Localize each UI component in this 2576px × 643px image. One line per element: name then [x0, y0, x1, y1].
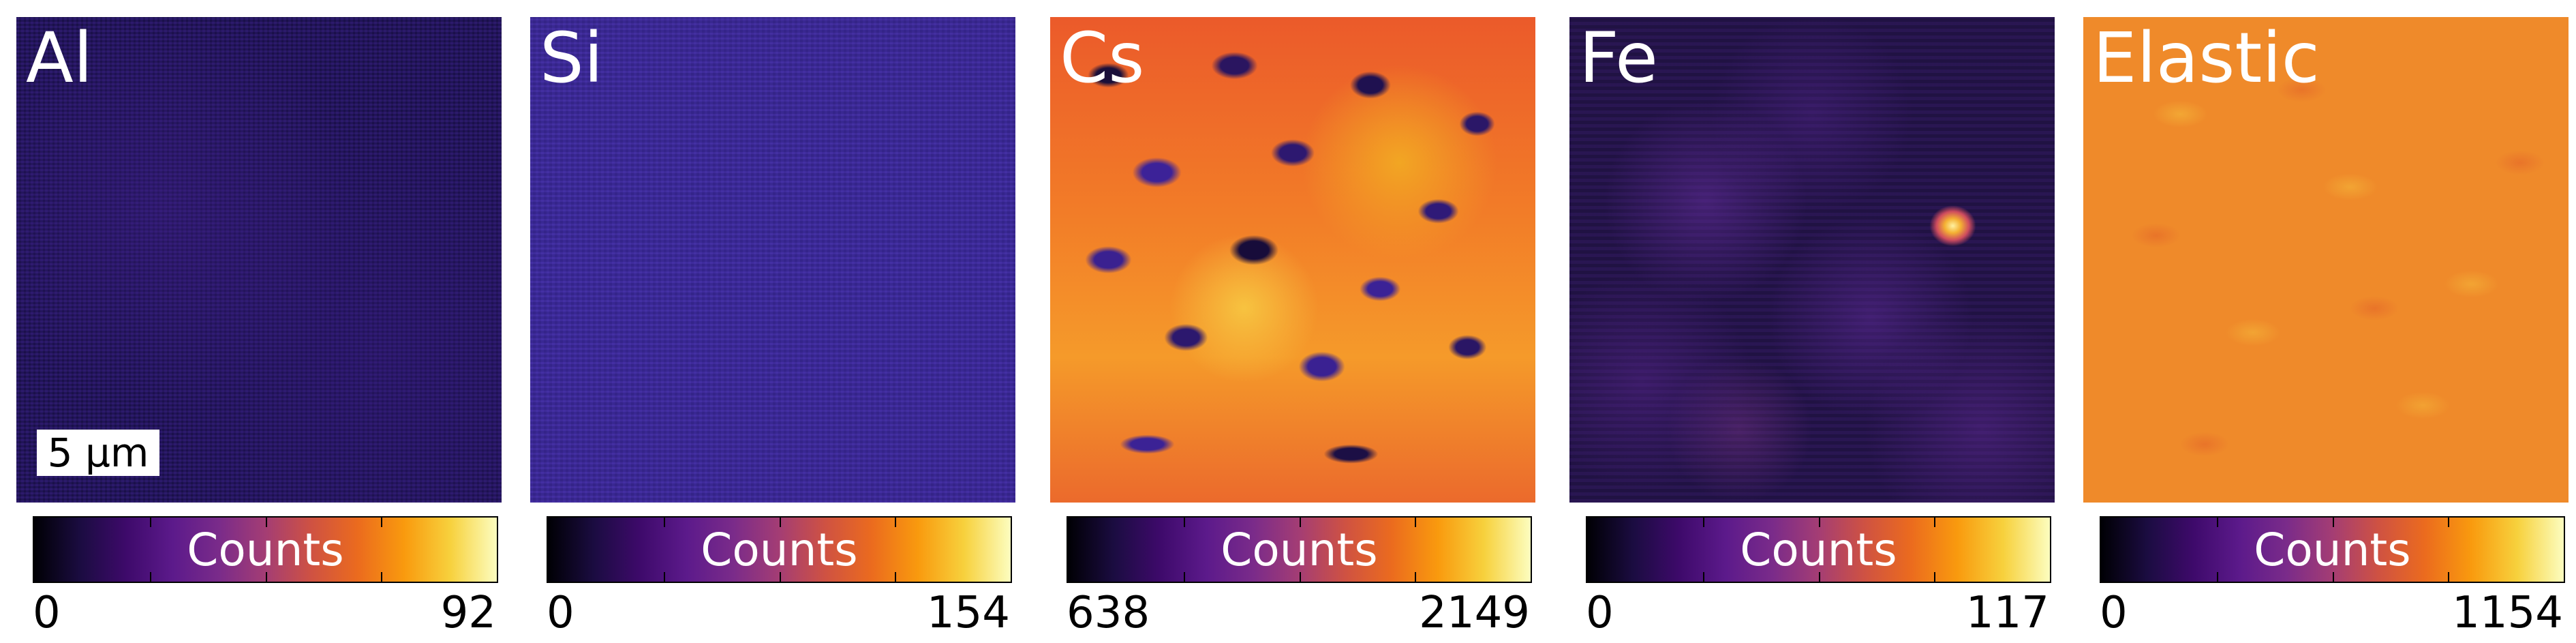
cs-map-image [1050, 17, 1535, 503]
al-colorbar: Counts [33, 516, 498, 583]
cs-colorbar-min: 638 [1067, 588, 1150, 638]
fe-map-image [1569, 17, 2055, 503]
al-colorbar-max: 92 [440, 588, 496, 638]
cs-colorbar-label: Counts [1221, 523, 1378, 576]
fe-colorbar-gradient [1587, 518, 2050, 582]
si-element-label: Si [540, 18, 604, 99]
fe-colorbar-label: Counts [1740, 523, 1897, 576]
scale-bar: 5 μm [37, 430, 159, 476]
fe-map: Fe [1569, 17, 2055, 503]
cs-element-label: Cs [1060, 18, 1145, 99]
elastic-colorbar-min: 0 [2100, 588, 2128, 638]
cs-colorbar-gradient [1068, 518, 1531, 582]
elastic-map: Elastic [2083, 17, 2569, 503]
al-map-image [16, 17, 502, 503]
si-colorbar-max: 154 [926, 588, 1010, 638]
fe-element-label: Fe [1579, 18, 1658, 99]
panel-fe: Fe Counts 0 117 [1569, 0, 2055, 643]
si-colorbar-label: Counts [701, 523, 858, 576]
al-colorbar-label: Counts [187, 523, 344, 576]
si-colorbar-min: 0 [547, 588, 574, 638]
cs-colorbar-max: 2149 [1419, 588, 1530, 638]
fe-colorbar-max: 117 [1965, 588, 2049, 638]
scale-bar-label: 5 μm [47, 430, 149, 476]
panel-si: Si Counts 0 154 [530, 0, 1015, 643]
al-colorbar-gradient [34, 518, 497, 582]
elastic-map-image [2083, 17, 2569, 503]
cs-colorbar: Counts [1067, 516, 1532, 583]
si-colorbar-gradient [548, 518, 1011, 582]
panel-al: Al 5 μm Counts 0 92 [16, 0, 502, 643]
cs-map: Cs [1050, 17, 1535, 503]
elastic-colorbar-max: 1154 [2452, 588, 2563, 638]
al-map: Al 5 μm [16, 17, 502, 503]
al-element-label: Al [26, 18, 93, 99]
fe-colorbar-min: 0 [1586, 588, 1614, 638]
elastic-colorbar-label: Counts [2254, 523, 2411, 576]
elastic-colorbar: Counts [2100, 516, 2565, 583]
si-map-image [530, 17, 1015, 503]
panel-cs: Cs Counts 638 2149 [1050, 0, 1535, 643]
elastic-colorbar-gradient [2101, 518, 2564, 582]
panel-elastic: Elastic Counts 0 1154 [2083, 0, 2569, 643]
fe-colorbar: Counts [1586, 516, 2051, 583]
elastic-element-label: Elastic [2093, 18, 2320, 99]
al-colorbar-min: 0 [33, 588, 61, 638]
si-colorbar: Counts [547, 516, 1012, 583]
si-map: Si [530, 17, 1015, 503]
